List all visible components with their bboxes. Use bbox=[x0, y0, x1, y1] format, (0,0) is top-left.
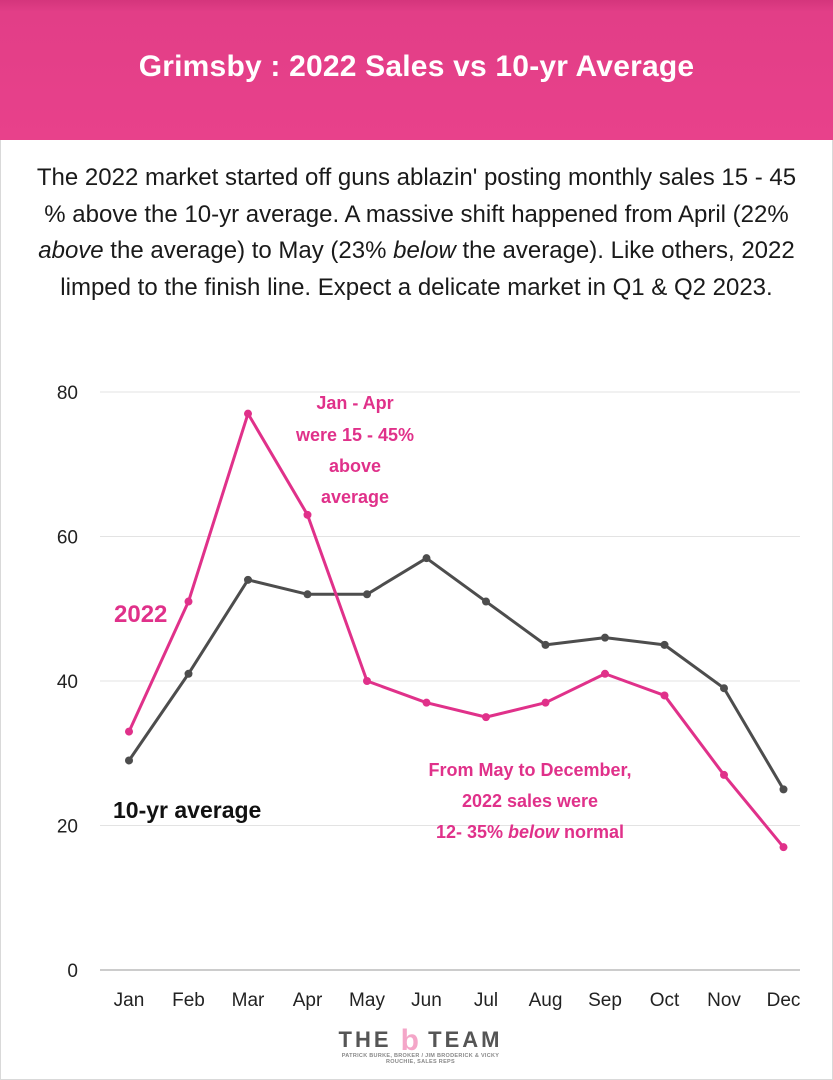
annotation-may-dec-emphasis: below bbox=[508, 822, 560, 842]
annotation-may-dec-pre: 12- 35% bbox=[436, 822, 508, 842]
description-part-1: The 2022 market started off guns ablazin… bbox=[36, 164, 797, 228]
2022-point-oct bbox=[660, 691, 669, 700]
logo-team: TEAM bbox=[428, 1027, 503, 1052]
legend-10yr-average: 10-yr average bbox=[113, 797, 261, 823]
x-tick-label: Aug bbox=[529, 990, 563, 1011]
annotation-may-dec-line-1: From May to December, bbox=[428, 760, 631, 780]
legend-2022: 2022 bbox=[114, 601, 167, 628]
2022-point-aug bbox=[541, 698, 550, 707]
logo-b-mark: b bbox=[400, 1024, 419, 1057]
x-tick-label: Mar bbox=[232, 990, 265, 1011]
description-emphasis-below: below bbox=[393, 237, 456, 264]
2022-point-may bbox=[363, 677, 371, 685]
x-tick-label: Jan bbox=[114, 990, 145, 1011]
10yr-average-point-jan bbox=[125, 756, 133, 765]
logo-subtitle: PATRICK BURKE, BROKER / JIM BRODERICK & … bbox=[341, 1053, 500, 1065]
10yr-average-point-sep bbox=[601, 633, 609, 642]
annotation-jan-apr-line-1: Jan - Apr bbox=[316, 393, 393, 413]
x-tick-label: Nov bbox=[707, 990, 741, 1011]
logo-the: THE bbox=[338, 1027, 392, 1052]
y-tick-label: 20 bbox=[57, 817, 78, 838]
series-line-10yr-average bbox=[127, 556, 785, 791]
annotation-may-dec-line-3: 12- 35% below normal bbox=[436, 822, 624, 842]
2022-point-nov bbox=[720, 770, 728, 779]
description-part-2: the average) to May (23% bbox=[103, 237, 394, 264]
description-part-3: the average). Like others, 2022 limped t… bbox=[60, 237, 795, 301]
header-banner: Grimsby : 2022 Sales vs 10-yr Average bbox=[0, 0, 833, 140]
x-tick-label: Dec bbox=[767, 990, 801, 1011]
annotation-may-dec-post: normal bbox=[559, 822, 624, 842]
10yr-average-point-may bbox=[363, 590, 371, 599]
description-text: The 2022 market started off guns ablazin… bbox=[30, 160, 803, 306]
10yr-average-point-nov bbox=[720, 684, 728, 693]
annotation-jan-apr-line-4: average bbox=[321, 487, 389, 507]
x-tick-label: May bbox=[349, 990, 385, 1011]
page-title: Grimsby : 2022 Sales vs 10-yr Average bbox=[138, 50, 695, 83]
2022-point-apr bbox=[303, 510, 312, 519]
x-tick-label: Sep bbox=[588, 990, 622, 1011]
x-tick-label: Jun bbox=[411, 990, 442, 1011]
2022-point-sep bbox=[601, 669, 609, 678]
10yr-average-point-jul bbox=[482, 597, 490, 606]
annotation-jan-apr-line-2: were 15 - 45% bbox=[295, 425, 414, 445]
annotation-jan-apr: Jan - Apr were 15 - 45% above average bbox=[295, 393, 414, 507]
y-axis-ticks: 0 20 40 60 80 bbox=[57, 383, 78, 982]
2022-point-mar bbox=[244, 409, 252, 418]
y-tick-label: 60 bbox=[57, 528, 78, 549]
10yr-average-point-feb bbox=[184, 669, 193, 678]
10yr-average-point-dec bbox=[779, 785, 788, 794]
x-tick-label: Oct bbox=[650, 990, 680, 1011]
2022-point-jul bbox=[482, 713, 490, 722]
annotation-jan-apr-line-3: above bbox=[329, 456, 381, 476]
the-b-team-logo: THE b TEAM PATRICK BURKE, BROKER / JIM B… bbox=[333, 1022, 508, 1072]
x-tick-label: Feb bbox=[172, 990, 205, 1011]
annotation-may-dec: From May to December, 2022 sales were 12… bbox=[428, 760, 631, 842]
gridlines bbox=[100, 391, 800, 971]
description-emphasis-above: above bbox=[38, 237, 104, 264]
series-line-2022 bbox=[127, 412, 785, 849]
annotation-may-dec-line-2: 2022 sales were bbox=[462, 791, 598, 811]
10yr-average-point-oct bbox=[660, 640, 669, 649]
2022-point-jan bbox=[125, 727, 133, 736]
y-tick-label: 80 bbox=[57, 383, 78, 404]
10yr-average-point-aug bbox=[541, 640, 550, 649]
2022-point-jun bbox=[422, 698, 431, 707]
10yr-average-point-apr bbox=[303, 590, 312, 599]
x-tick-label: Jul bbox=[474, 990, 498, 1011]
x-tick-label: Apr bbox=[293, 990, 323, 1011]
2022-point-feb bbox=[184, 597, 193, 606]
2022-point-dec bbox=[779, 843, 788, 852]
y-tick-label: 0 bbox=[67, 961, 78, 982]
10yr-average-point-jun bbox=[422, 554, 431, 563]
10yr-average-point-mar bbox=[244, 575, 252, 584]
series-layer bbox=[125, 409, 788, 852]
y-tick-label: 40 bbox=[57, 672, 78, 693]
x-axis-ticks: Jan Feb Mar Apr May Jun Jul Aug Sep Oct Nov Dec bbox=[114, 990, 801, 1011]
